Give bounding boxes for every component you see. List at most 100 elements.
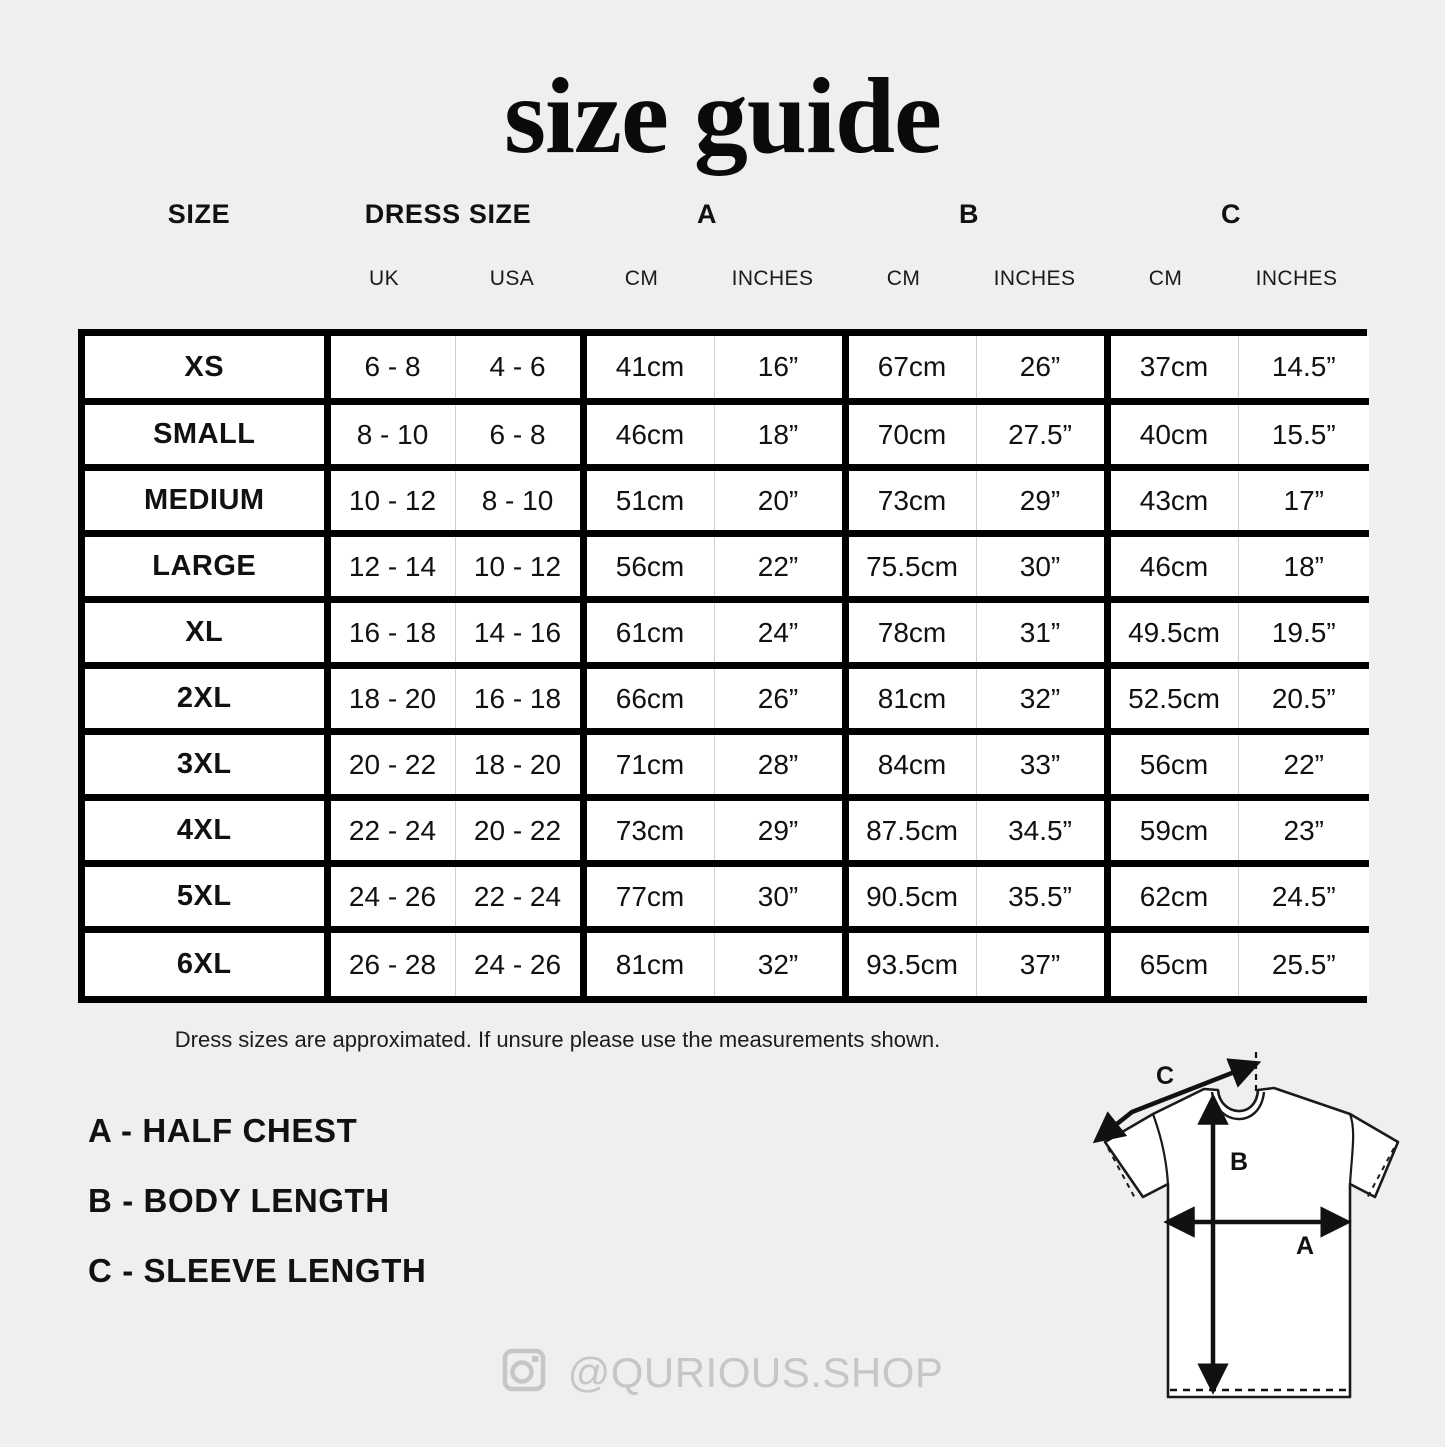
cell-size: 4XL	[85, 797, 331, 868]
cell-usa: 16 - 18	[455, 665, 587, 736]
subheader-uk: UK	[369, 266, 399, 290]
cell-b_in: 27.5”	[976, 401, 1111, 472]
cell-usa: 14 - 16	[455, 599, 587, 670]
watermark: @QURIOUS.SHOP	[0, 1348, 1445, 1397]
cell-a_in: 32”	[714, 929, 849, 996]
cell-usa: 10 - 12	[455, 533, 587, 604]
group-header-b: B	[958, 198, 980, 229]
cell-a_in: 26”	[714, 665, 849, 736]
group-header-a: A	[696, 198, 718, 229]
cell-size: 6XL	[85, 929, 331, 996]
cell-b_cm: 73cm	[845, 467, 977, 538]
watermark-handle: @QURIOUS.SHOP	[567, 1348, 944, 1396]
cell-b_in: 29”	[976, 467, 1111, 538]
cell-a_in: 30”	[714, 863, 849, 934]
cell-c_in: 24.5”	[1238, 863, 1369, 934]
cell-size: XL	[85, 599, 331, 670]
cell-c_cm: 37cm	[1107, 335, 1239, 406]
measurement-arrow-a: A	[1163, 1206, 1352, 1260]
footnote-text: Dress sizes are approximated. If unsure …	[174, 1026, 941, 1052]
cell-b_cm: 75.5cm	[845, 533, 977, 604]
table-row: XL 16 - 18 14 - 16 61cm 24” 78cm 31” 49.5cm 19.5…	[85, 599, 1369, 670]
cell-b_in: 32”	[976, 665, 1111, 736]
cell-a_in: 24”	[714, 599, 849, 670]
legend-item-b: B - BODY LENGTH	[88, 1182, 390, 1219]
cell-a_cm: 73cm	[583, 797, 715, 868]
cell-c_cm: 49.5cm	[1107, 599, 1239, 670]
cell-b_in: 34.5”	[976, 797, 1111, 868]
cell-a_cm: 81cm	[583, 929, 715, 996]
cell-a_cm: 41cm	[583, 335, 715, 406]
diagram-label-a: A	[1296, 1232, 1314, 1260]
cell-usa: 4 - 6	[455, 335, 587, 406]
cell-a_in: 29”	[714, 797, 849, 868]
cell-a_cm: 71cm	[583, 731, 715, 802]
cell-uk: 10 - 12	[327, 467, 456, 538]
subheader-a-inches: INCHES	[731, 266, 814, 290]
cell-c_cm: 52.5cm	[1107, 665, 1239, 736]
cell-b_cm: 81cm	[845, 665, 977, 736]
subheader-a-cm: CM	[624, 266, 659, 290]
cell-b_in: 37”	[976, 929, 1111, 996]
cell-c_in: 17”	[1238, 467, 1369, 538]
cell-c_in: 15.5”	[1238, 401, 1369, 472]
table-row: 2XL 18 - 20 16 - 18 66cm 26” 81cm 32” 52.5cm 20.…	[85, 665, 1369, 736]
cell-c_in: 23”	[1238, 797, 1369, 868]
cell-b_in: 35.5”	[976, 863, 1111, 934]
legend-item-a: A - HALF CHEST	[88, 1112, 358, 1149]
cell-uk: 22 - 24	[327, 797, 456, 868]
cell-uk: 18 - 20	[327, 665, 456, 736]
cell-usa: 18 - 20	[455, 731, 587, 802]
subheader-c-cm: CM	[1148, 266, 1183, 290]
cell-a_cm: 51cm	[583, 467, 715, 538]
cell-c_cm: 46cm	[1107, 533, 1239, 604]
cell-b_in: 31”	[976, 599, 1111, 670]
table-row: 3XL 20 - 22 18 - 20 71cm 28” 84cm 33” 56cm 22”	[85, 731, 1369, 802]
cell-a_cm: 46cm	[583, 401, 715, 472]
cell-size: 3XL	[85, 731, 331, 802]
cell-a_in: 20”	[714, 467, 849, 538]
cell-c_in: 19.5”	[1238, 599, 1369, 670]
cell-size: SMALL	[85, 401, 331, 472]
cell-a_in: 22”	[714, 533, 849, 604]
cell-a_in: 28”	[714, 731, 849, 802]
measurement-arrow-b: B	[1197, 1093, 1248, 1395]
cell-a_cm: 61cm	[583, 599, 715, 670]
cell-a_cm: 56cm	[583, 533, 715, 604]
cell-usa: 8 - 10	[455, 467, 587, 538]
cell-c_cm: 62cm	[1107, 863, 1239, 934]
cell-b_cm: 78cm	[845, 599, 977, 670]
table-row: 6XL 26 - 28 24 - 26 81cm 32” 93.5cm 37” 65cm 25.…	[85, 929, 1369, 996]
subheader-c-inches: INCHES	[1255, 266, 1338, 290]
cell-c_in: 20.5”	[1238, 665, 1369, 736]
cell-uk: 24 - 26	[327, 863, 456, 934]
cell-a_in: 18”	[714, 401, 849, 472]
cell-c_in: 22”	[1238, 731, 1369, 802]
cell-uk: 8 - 10	[327, 401, 456, 472]
page-title: size guide	[504, 57, 942, 176]
measurement-arrow-c: C	[1092, 1058, 1262, 1144]
cell-c_in: 25.5”	[1238, 929, 1369, 996]
cell-b_cm: 90.5cm	[845, 863, 977, 934]
cell-usa: 22 - 24	[455, 863, 587, 934]
cell-b_cm: 87.5cm	[845, 797, 977, 868]
cell-uk: 26 - 28	[327, 929, 456, 996]
cell-a_cm: 66cm	[583, 665, 715, 736]
cell-usa: 6 - 8	[455, 401, 587, 472]
group-header-c: C	[1220, 198, 1242, 229]
cell-b_in: 33”	[976, 731, 1111, 802]
diagram-label-c: C	[1156, 1062, 1174, 1090]
cell-a_cm: 77cm	[583, 863, 715, 934]
cell-uk: 12 - 14	[327, 533, 456, 604]
table-row: LARGE 12 - 14 10 - 12 56cm 22” 75.5cm 30” 46cm 1…	[85, 533, 1369, 604]
cell-uk: 16 - 18	[327, 599, 456, 670]
legend-item-c: C - SLEEVE LENGTH	[88, 1252, 427, 1289]
cell-c_cm: 59cm	[1107, 797, 1239, 868]
group-header-dress-size: DRESS SIZE	[364, 198, 532, 229]
cell-c_cm: 43cm	[1107, 467, 1239, 538]
cell-b_in: 26”	[976, 335, 1111, 406]
instagram-icon	[502, 1348, 546, 1397]
cell-size: XS	[85, 335, 331, 406]
